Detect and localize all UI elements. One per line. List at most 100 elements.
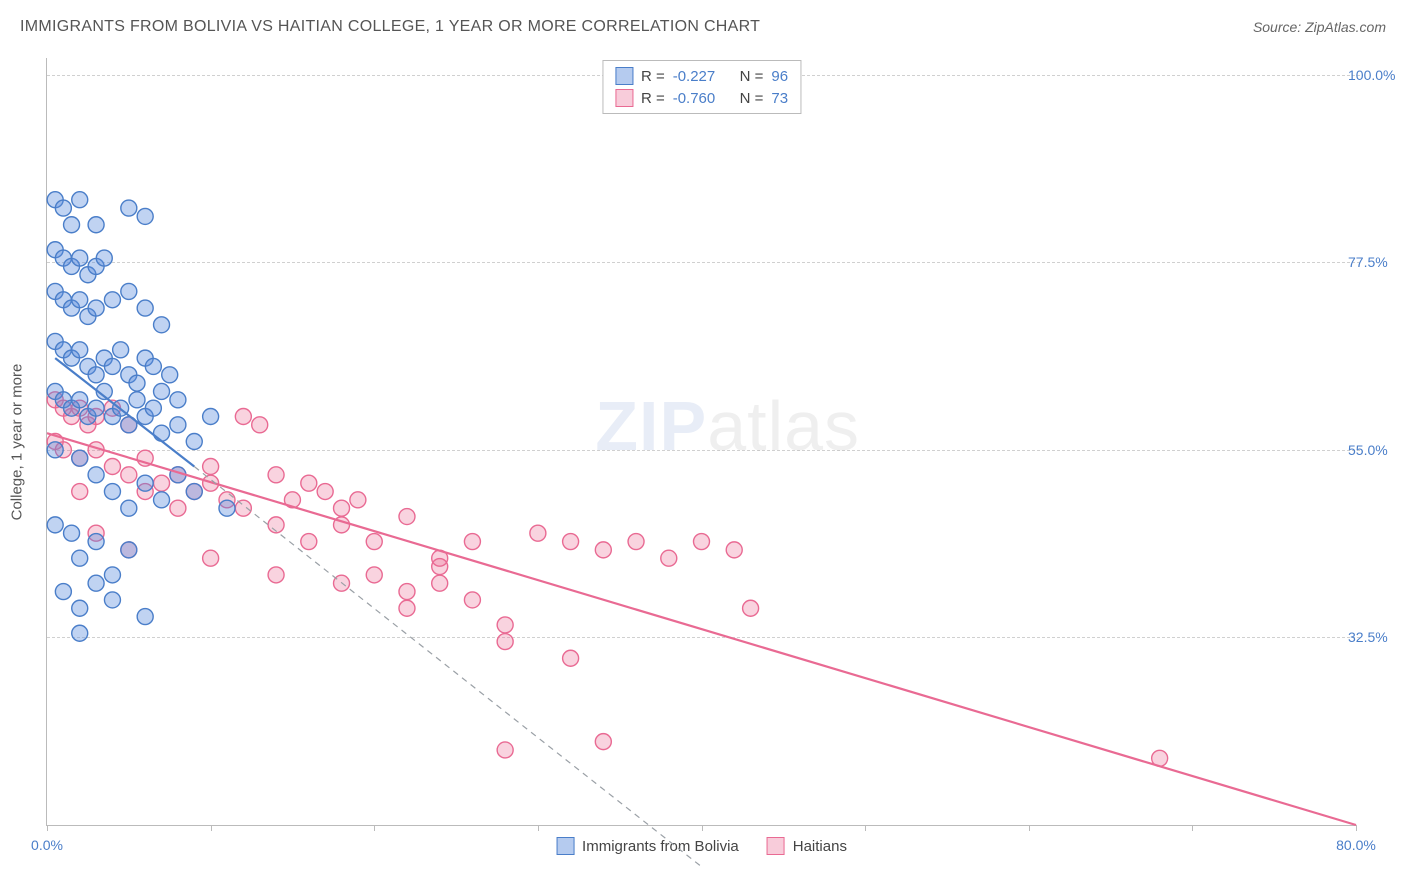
y-tick-label: 77.5% [1348, 254, 1406, 270]
x-tick [211, 825, 212, 831]
y-tick-label: 55.0% [1348, 442, 1406, 458]
data-point [104, 459, 120, 475]
data-point [563, 534, 579, 550]
data-point [64, 217, 80, 233]
data-point [595, 542, 611, 558]
data-point [121, 200, 137, 216]
n-blue: 96 [771, 68, 788, 85]
data-point [726, 542, 742, 558]
data-point [47, 442, 63, 458]
legend-item-pink: Haitians [767, 837, 847, 855]
data-point [366, 567, 382, 583]
data-point [104, 358, 120, 374]
data-point [694, 534, 710, 550]
data-point [121, 500, 137, 516]
series-legend: Immigrants from Bolivia Haitians [556, 837, 847, 855]
x-tick [538, 825, 539, 831]
data-point [104, 567, 120, 583]
y-tick-label: 100.0% [1348, 67, 1406, 83]
data-point [203, 408, 219, 424]
r-blue: -0.227 [673, 68, 716, 85]
data-point [235, 408, 251, 424]
data-point [170, 417, 186, 433]
data-point [595, 734, 611, 750]
data-point [137, 609, 153, 625]
data-point [301, 534, 317, 550]
data-point [432, 559, 448, 575]
data-point [137, 300, 153, 316]
regression-line [194, 467, 701, 867]
data-point [55, 200, 71, 216]
data-point [399, 600, 415, 616]
x-tick [1029, 825, 1030, 831]
data-point [497, 634, 513, 650]
data-point [88, 300, 104, 316]
data-point [72, 250, 88, 266]
data-point [334, 500, 350, 516]
n-label: N = [740, 90, 764, 107]
swatch-blue [556, 837, 574, 855]
data-point [301, 475, 317, 491]
data-point [497, 617, 513, 633]
data-point [317, 484, 333, 500]
source-label: Source: [1253, 19, 1305, 35]
r-label: R = [641, 68, 665, 85]
data-point [162, 367, 178, 383]
data-point [464, 592, 480, 608]
n-pink: 73 [771, 90, 788, 107]
data-point [104, 292, 120, 308]
x-tick [47, 825, 48, 831]
data-point [145, 400, 161, 416]
data-point [121, 283, 137, 299]
data-point [113, 342, 129, 358]
n-label: N = [740, 68, 764, 85]
data-point [145, 358, 161, 374]
data-point [154, 317, 170, 333]
data-point [186, 484, 202, 500]
data-point [203, 459, 219, 475]
data-point [72, 484, 88, 500]
data-point [72, 600, 88, 616]
data-point [88, 367, 104, 383]
data-point [88, 467, 104, 483]
data-point [137, 475, 153, 491]
data-point [154, 425, 170, 441]
data-point [563, 650, 579, 666]
source-name: ZipAtlas.com [1305, 19, 1386, 35]
data-point [154, 492, 170, 508]
data-point [72, 192, 88, 208]
plot-area: College, 1 year or more ZIPatlas R = -0.… [46, 58, 1356, 826]
x-tick-label: 0.0% [31, 837, 63, 853]
data-point [399, 584, 415, 600]
data-point [72, 292, 88, 308]
data-point [96, 250, 112, 266]
swatch-blue [615, 67, 633, 85]
data-point [72, 625, 88, 641]
data-point [530, 525, 546, 541]
r-label: R = [641, 90, 665, 107]
data-point [366, 534, 382, 550]
data-point [170, 500, 186, 516]
r-pink: -0.760 [673, 90, 716, 107]
data-point [72, 342, 88, 358]
data-point [47, 517, 63, 533]
source-attribution: Source: ZipAtlas.com [1253, 19, 1386, 35]
x-tick [1356, 825, 1357, 831]
data-point [268, 567, 284, 583]
y-axis-title: College, 1 year or more [9, 363, 26, 520]
x-tick [865, 825, 866, 831]
data-point [186, 434, 202, 450]
legend-item-blue: Immigrants from Bolivia [556, 837, 739, 855]
data-point [350, 492, 366, 508]
x-tick [374, 825, 375, 831]
data-point [55, 584, 71, 600]
data-point [497, 742, 513, 758]
data-point [64, 525, 80, 541]
data-point [252, 417, 268, 433]
data-point [154, 475, 170, 491]
data-point [219, 500, 235, 516]
chart-svg [47, 58, 1356, 825]
data-point [104, 592, 120, 608]
y-tick-label: 32.5% [1348, 629, 1406, 645]
legend-row-blue: R = -0.227 N = 96 [615, 65, 788, 87]
